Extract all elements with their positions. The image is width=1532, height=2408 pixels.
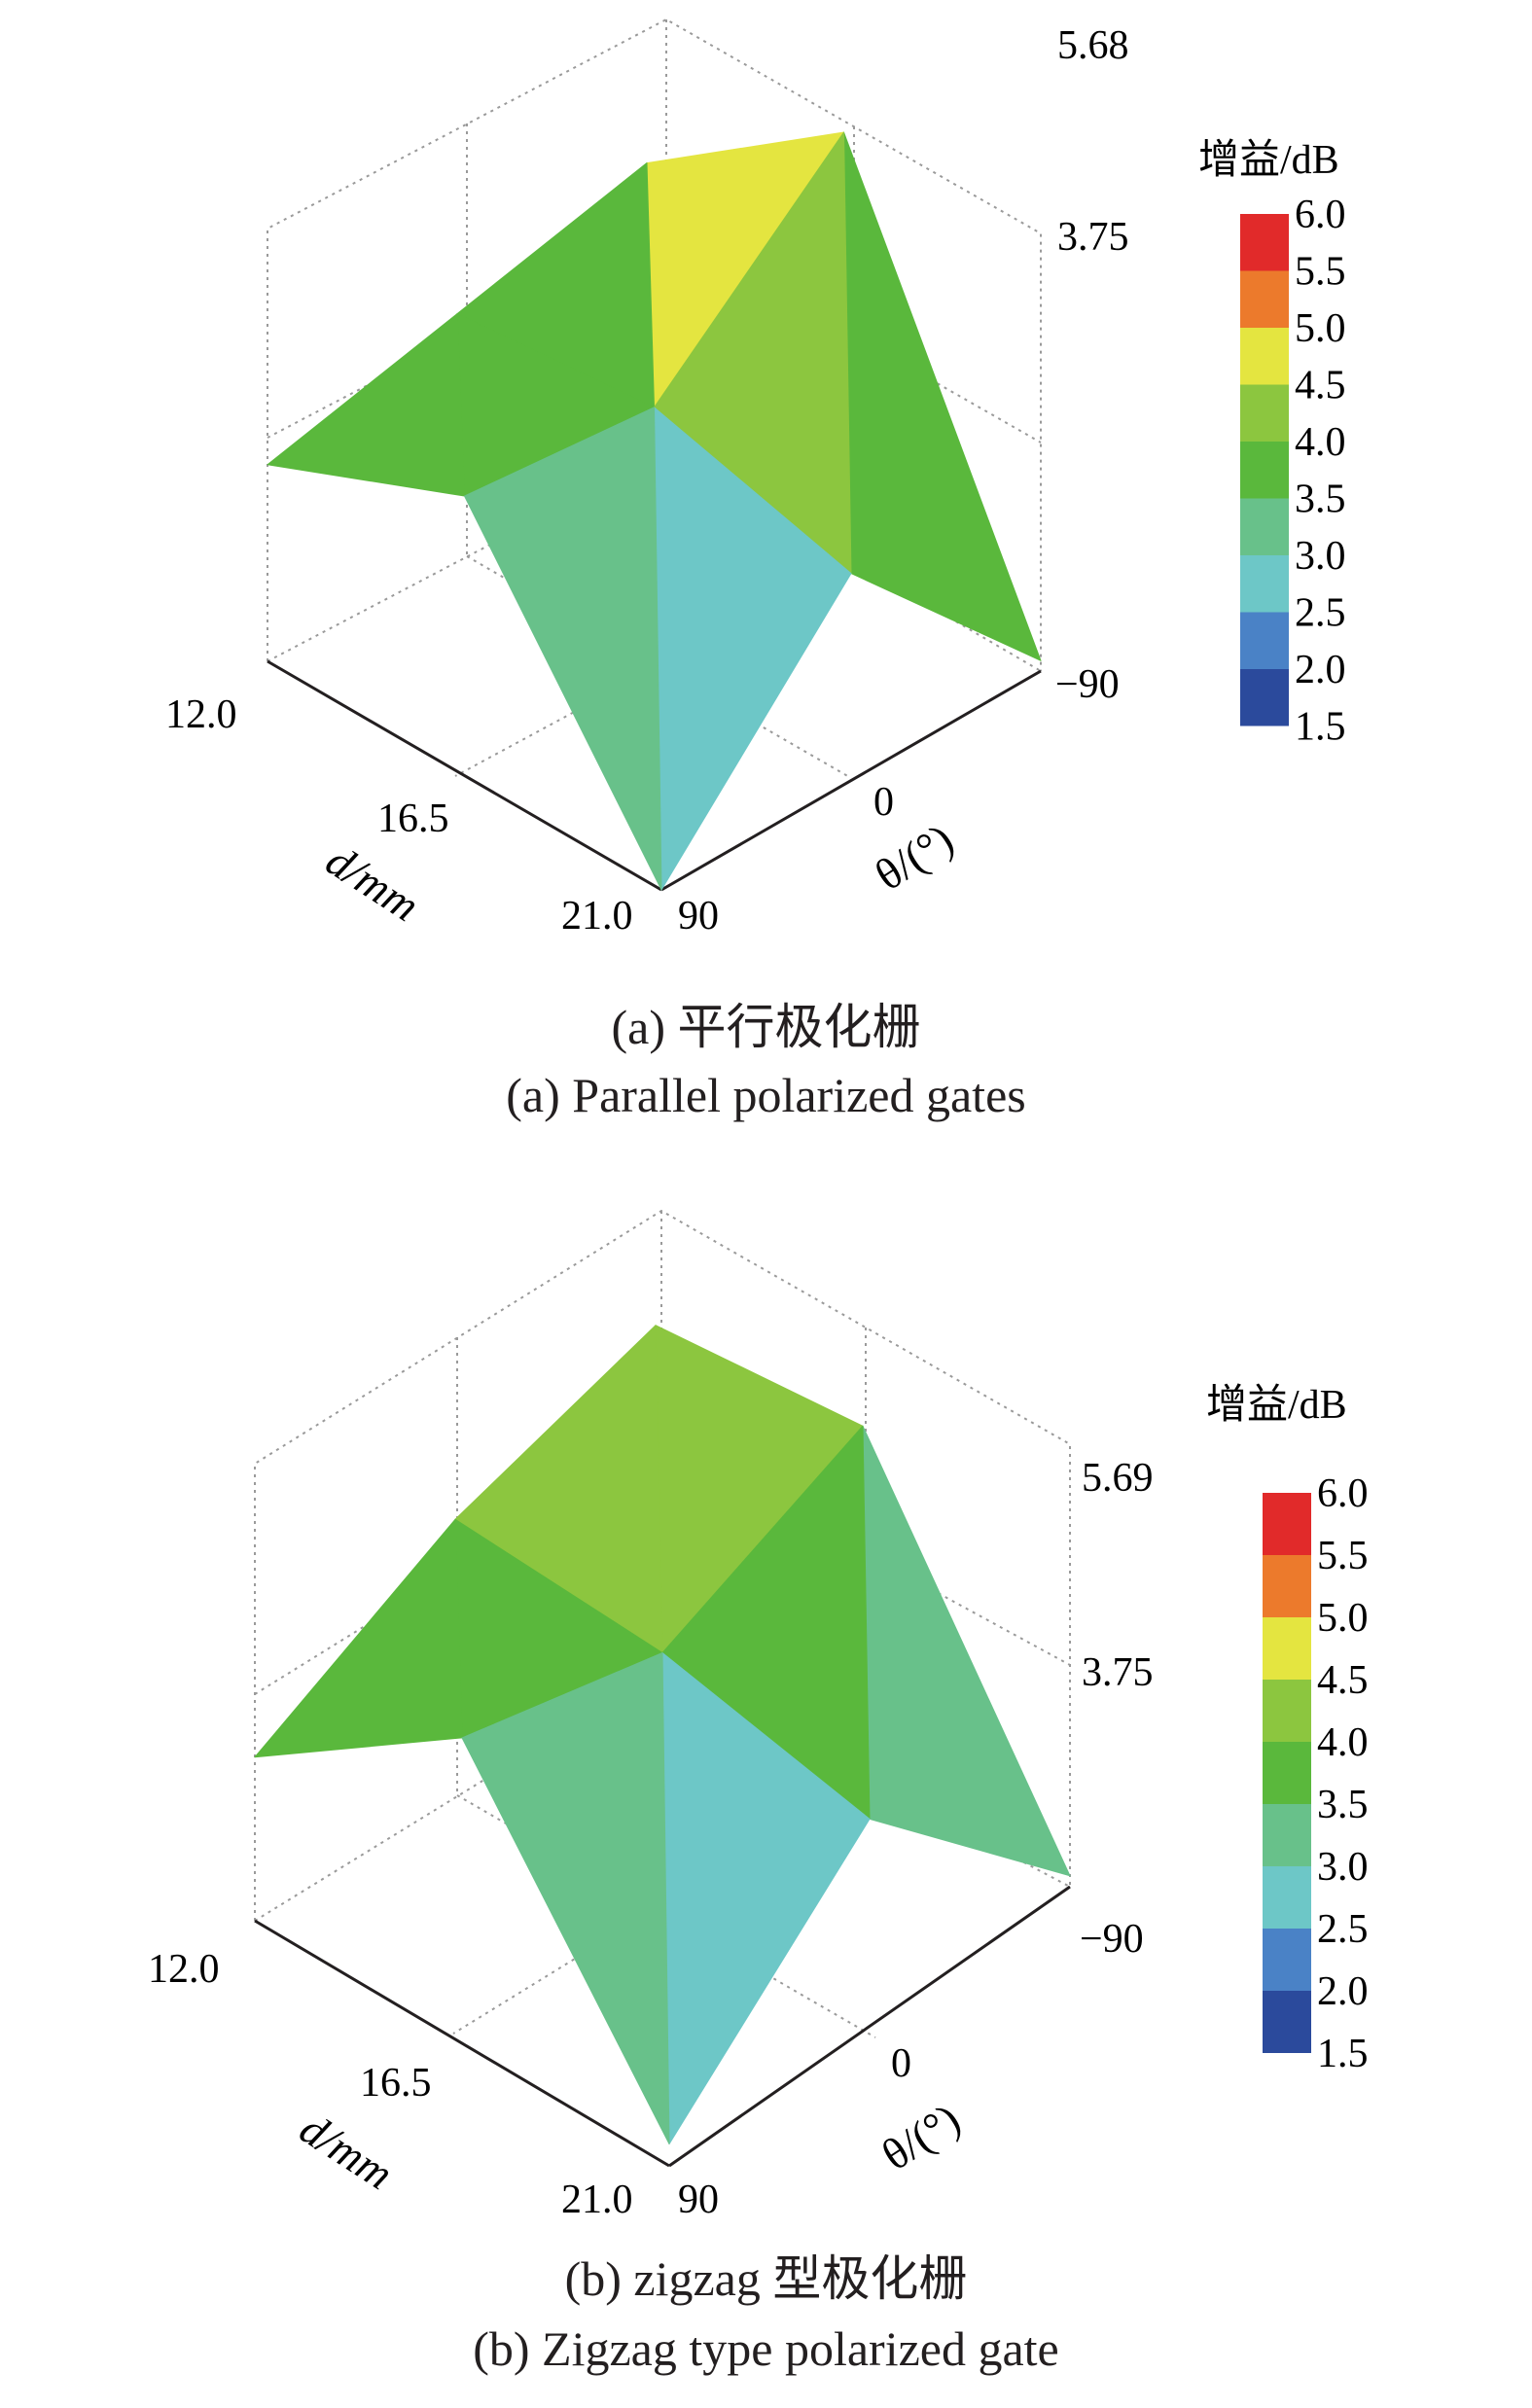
chart-a: 3.75 5.68 12.0 16.5 21.0 −90 0 90 d/mm θ… [165, 18, 1346, 938]
colorbar-swatch [1263, 1991, 1311, 2053]
colorbar-swatch [1240, 384, 1289, 442]
colorbar-tick-label: 5.5 [1295, 250, 1346, 295]
colorbar-tick-label: 3.0 [1317, 1845, 1369, 1890]
d-tick-a-2: 21.0 [561, 894, 633, 938]
d-tick-b-0: 12.0 [148, 1947, 220, 1992]
colorbar-swatch [1263, 1555, 1311, 1617]
surface-patch [843, 131, 1042, 661]
theta-tick-b-1: 0 [891, 2041, 911, 2086]
d-axis-label-a: d/mm [318, 835, 429, 931]
colorbar-tick-label: 4.5 [1317, 1658, 1369, 1703]
colorbar-tick-label: 5.5 [1317, 1534, 1369, 1578]
z-tick-a-top: 5.68 [1057, 23, 1129, 68]
caption-cn-b: (b) zigzag 型极化栅 [564, 2251, 968, 2306]
colorbar-swatch [1263, 1804, 1311, 1866]
colorbar-tick-label: 2.0 [1295, 648, 1346, 692]
colorbar-swatch [1240, 498, 1289, 555]
colorbar-swatch [1263, 1742, 1311, 1804]
colorbar-swatch [1240, 669, 1289, 726]
surface-b [254, 1325, 1071, 2145]
colorbar-swatch [1240, 328, 1289, 385]
colorbar-swatch [1263, 1493, 1311, 1555]
colorbar-a: 6.0 5.5 5.0 4.5 4.0 3.5 3.0 2.5 2.0 1.5 [1240, 193, 1346, 750]
colorbar-tick-label: 1.5 [1317, 2032, 1369, 2076]
colorbar-tick-label: 3.0 [1295, 534, 1346, 579]
z-tick-a-mid: 3.75 [1057, 215, 1129, 260]
colorbar-swatch [1263, 1617, 1311, 1680]
d-tick-a-0: 12.0 [165, 692, 237, 737]
colorbar-tick-label: 4.0 [1295, 420, 1346, 465]
colorbar-tick-label: 2.0 [1317, 1969, 1369, 2014]
colorbar-tick-label: 1.5 [1295, 705, 1346, 750]
colorbar-tick-label: 4.5 [1295, 364, 1346, 408]
theta-tick-a-0: −90 [1055, 662, 1120, 707]
caption-en-b: (b) Zigzag type polarized gate [473, 2321, 1059, 2376]
theta-tick-a-1: 0 [873, 780, 894, 825]
theta-axis-label-b: θ/(°) [873, 2094, 969, 2179]
colorbar-swatch [1263, 1929, 1311, 1991]
colorbar-swatch [1263, 1680, 1311, 1742]
caption-cn-a: (a) 平行极化栅 [611, 1000, 921, 1054]
panel-b: 3.75 5.69 12.0 16.5 21.0 −90 0 90 d/mm θ… [0, 1182, 1532, 2408]
colorbar-tick-label: 5.0 [1295, 306, 1346, 351]
colorbar-tick-label: 6.0 [1295, 193, 1346, 237]
colorbar-tick-label: 2.5 [1295, 591, 1346, 636]
chart-b: 3.75 5.69 12.0 16.5 21.0 −90 0 90 d/mm θ… [148, 1209, 1369, 2222]
surface-patch [464, 407, 662, 891]
colorbar-swatch [1240, 214, 1289, 271]
theta-tick-b-0: −90 [1080, 1917, 1144, 1962]
surface-a [267, 131, 1042, 891]
colorbar-title-a: 增益/dB [1198, 138, 1339, 183]
caption-en-a: (a) Parallel polarized gates [506, 1068, 1026, 1122]
colorbar-tick-label: 6.0 [1317, 1471, 1369, 1516]
d-tick-b-1: 16.5 [360, 2061, 432, 2106]
colorbar-swatch [1240, 442, 1289, 499]
theta-tick-b-2: 90 [678, 2178, 719, 2222]
z-tick-b-mid: 3.75 [1082, 1650, 1154, 1695]
colorbar-tick-label: 4.0 [1317, 1720, 1369, 1765]
panel-a: 3.75 5.68 12.0 16.5 21.0 −90 0 90 d/mm θ… [0, 0, 1532, 1182]
colorbar-tick-label: 5.0 [1317, 1596, 1369, 1641]
d-axis-label-b: d/mm [292, 2104, 403, 2199]
colorbar-swatch [1240, 612, 1289, 669]
base-axes-b [254, 1885, 1071, 2168]
colorbar-tick-label: 2.5 [1317, 1907, 1369, 1952]
colorbar-swatch [1240, 555, 1289, 613]
surface-patch [254, 1518, 463, 1758]
colorbar-title-b: 增益/dB [1206, 1383, 1347, 1428]
theta-axis-label-a: θ/(°) [867, 814, 962, 900]
z-tick-b-top: 5.69 [1082, 1456, 1154, 1501]
theta-tick-a-2: 90 [678, 894, 719, 938]
base-axes-a [267, 659, 1042, 892]
surface-patch [267, 313, 465, 497]
colorbar-swatch [1240, 270, 1289, 328]
surface-patch [862, 1425, 1071, 1877]
d-tick-a-1: 16.5 [377, 797, 449, 841]
colorbar-tick-label: 3.5 [1317, 1783, 1369, 1827]
d-tick-b-2: 21.0 [561, 2178, 633, 2222]
colorbar-swatch [1263, 1866, 1311, 1929]
colorbar-tick-label: 3.5 [1295, 478, 1346, 522]
colorbar-b: 6.0 5.5 5.0 4.5 4.0 3.5 3.0 2.5 2.0 1.5 [1263, 1471, 1369, 2076]
surface-patch [461, 1652, 670, 2145]
